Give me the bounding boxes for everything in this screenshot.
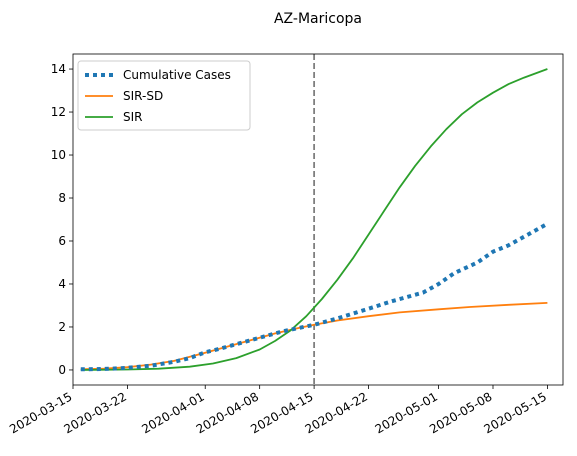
y-tick-label: 6: [58, 234, 66, 248]
y-tick-label: 14: [51, 62, 66, 76]
x-tick-label: 2020-05-15: [482, 389, 549, 436]
legend-label: SIR: [123, 110, 143, 124]
axes-frame: [72, 53, 564, 386]
series-line-sir: [80, 68, 548, 371]
y-tick-label: 12: [51, 105, 66, 119]
x-tick-label: 2020-04-22: [303, 389, 370, 436]
y-tick-label: 2: [58, 320, 66, 334]
legend-box: [77, 60, 251, 131]
y-axis: 0 2 4 6 8 10 12 14: [51, 62, 73, 377]
legend: Cumulative Cases SIR-SD SIR: [77, 60, 251, 131]
chart-title: AZ-Maricopa: [274, 11, 362, 27]
y-tick-label: 4: [58, 277, 66, 291]
y-tick-label: 10: [51, 148, 66, 162]
x-tick-label: 2020-03-22: [62, 389, 129, 436]
y-tick-label: 8: [58, 191, 66, 205]
legend-label: Cumulative Cases: [123, 68, 231, 82]
y-tick-label: 0: [58, 363, 66, 377]
legend-label: SIR-SD: [123, 89, 163, 103]
plot-area: [80, 54, 549, 385]
